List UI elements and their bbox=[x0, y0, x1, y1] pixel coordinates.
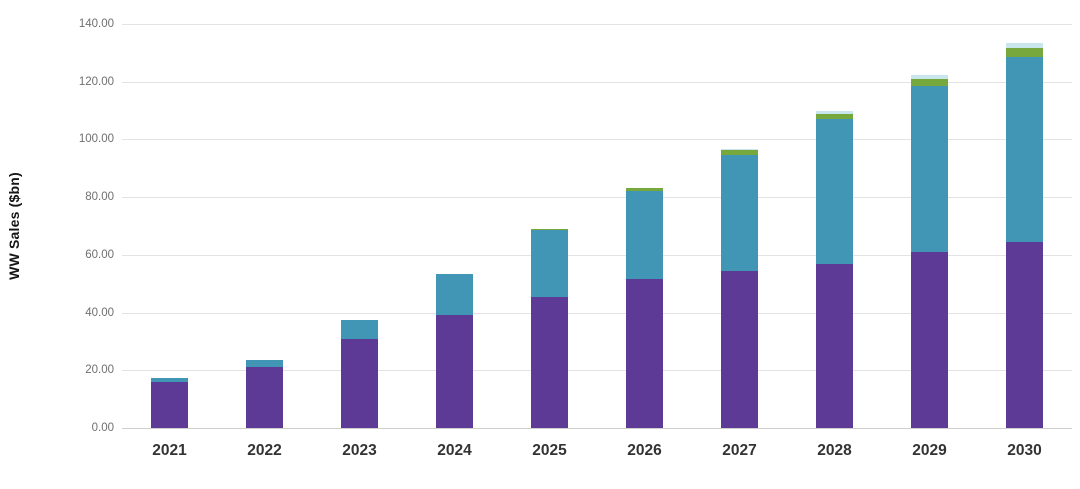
y-tick-label: 100.00 bbox=[78, 133, 114, 146]
axis-baseline bbox=[122, 428, 1072, 429]
bar-2027 bbox=[721, 0, 758, 428]
y-tick-label: 60.00 bbox=[85, 248, 114, 261]
bar-2029-teal-segment bbox=[911, 86, 948, 252]
bar-2028-light-blue-segment bbox=[816, 110, 853, 115]
bar-2025-green-segment bbox=[531, 229, 568, 231]
x-tick-label: 2025 bbox=[532, 442, 567, 459]
bar-2021-teal-segment bbox=[151, 377, 188, 382]
x-tick-label: 2028 bbox=[817, 442, 852, 459]
bar-2023-teal-segment bbox=[341, 319, 378, 339]
bar-2023-purple-segment bbox=[341, 338, 378, 428]
bar-2023 bbox=[341, 0, 378, 428]
bar-2024 bbox=[436, 0, 473, 428]
gridline bbox=[122, 370, 1072, 372]
bar-2024-purple-segment bbox=[436, 315, 473, 428]
bar-2030-teal-segment bbox=[1006, 57, 1043, 242]
bar-2030-green-segment bbox=[1006, 47, 1043, 58]
bar-2027-light-blue-segment bbox=[721, 148, 758, 151]
bar-2030 bbox=[1006, 0, 1043, 428]
bar-2024-teal-segment bbox=[436, 273, 473, 316]
gridline bbox=[122, 254, 1072, 256]
bar-2028 bbox=[816, 0, 853, 428]
gridline bbox=[122, 24, 1072, 25]
bar-2027-teal-segment bbox=[721, 155, 758, 271]
bar-2028-teal-segment bbox=[816, 119, 853, 264]
bar-2026-purple-segment bbox=[626, 279, 663, 428]
y-tick-label: 140.00 bbox=[78, 18, 114, 30]
bar-2029 bbox=[911, 0, 948, 428]
bar-2030-purple-segment bbox=[1006, 241, 1043, 428]
bar-2028-purple-segment bbox=[816, 263, 853, 428]
y-tick-label: 80.00 bbox=[85, 191, 114, 204]
bar-2022-purple-segment bbox=[246, 367, 283, 428]
bar-2021-purple-segment bbox=[151, 381, 188, 428]
x-tick-label: 2022 bbox=[247, 442, 282, 459]
bar-2029-green-segment bbox=[911, 78, 948, 87]
x-tick-label: 2021 bbox=[152, 442, 187, 459]
bar-2025 bbox=[531, 0, 568, 428]
x-tick-label: 2023 bbox=[342, 442, 377, 459]
gridline bbox=[122, 312, 1072, 314]
bar-2021 bbox=[151, 0, 188, 428]
x-tick-label: 2030 bbox=[1007, 442, 1042, 459]
y-tick-label: 20.00 bbox=[85, 364, 114, 377]
bar-2030-light-blue-segment bbox=[1006, 43, 1043, 48]
x-tick-label: 2027 bbox=[722, 442, 757, 459]
gridline bbox=[122, 81, 1072, 83]
bar-2025-teal-segment bbox=[531, 230, 568, 297]
y-tick-label: 40.00 bbox=[85, 306, 114, 319]
y-tick-label: 120.00 bbox=[78, 75, 114, 88]
bar-2026-teal-segment bbox=[626, 191, 663, 280]
bar-2028-green-segment bbox=[816, 114, 853, 120]
gridline bbox=[122, 197, 1072, 199]
y-axis-title: WW Sales ($bn) bbox=[6, 172, 22, 280]
bar-2029-purple-segment bbox=[911, 251, 948, 428]
bar-2022 bbox=[246, 0, 283, 428]
bar-2029-light-blue-segment bbox=[911, 75, 948, 79]
bar-2025-purple-segment bbox=[531, 296, 568, 428]
x-tick-label: 2029 bbox=[912, 442, 947, 459]
gridline bbox=[122, 139, 1072, 141]
bar-2027-purple-segment bbox=[721, 270, 758, 428]
bar-2026 bbox=[626, 0, 663, 428]
y-tick-label: 0.00 bbox=[91, 422, 114, 434]
bar-2022-teal-segment bbox=[246, 360, 283, 368]
bar-2027-green-segment bbox=[721, 150, 758, 156]
x-tick-label: 2024 bbox=[437, 442, 472, 459]
bar-2026-green-segment bbox=[626, 187, 663, 192]
x-tick-label: 2026 bbox=[627, 442, 662, 459]
